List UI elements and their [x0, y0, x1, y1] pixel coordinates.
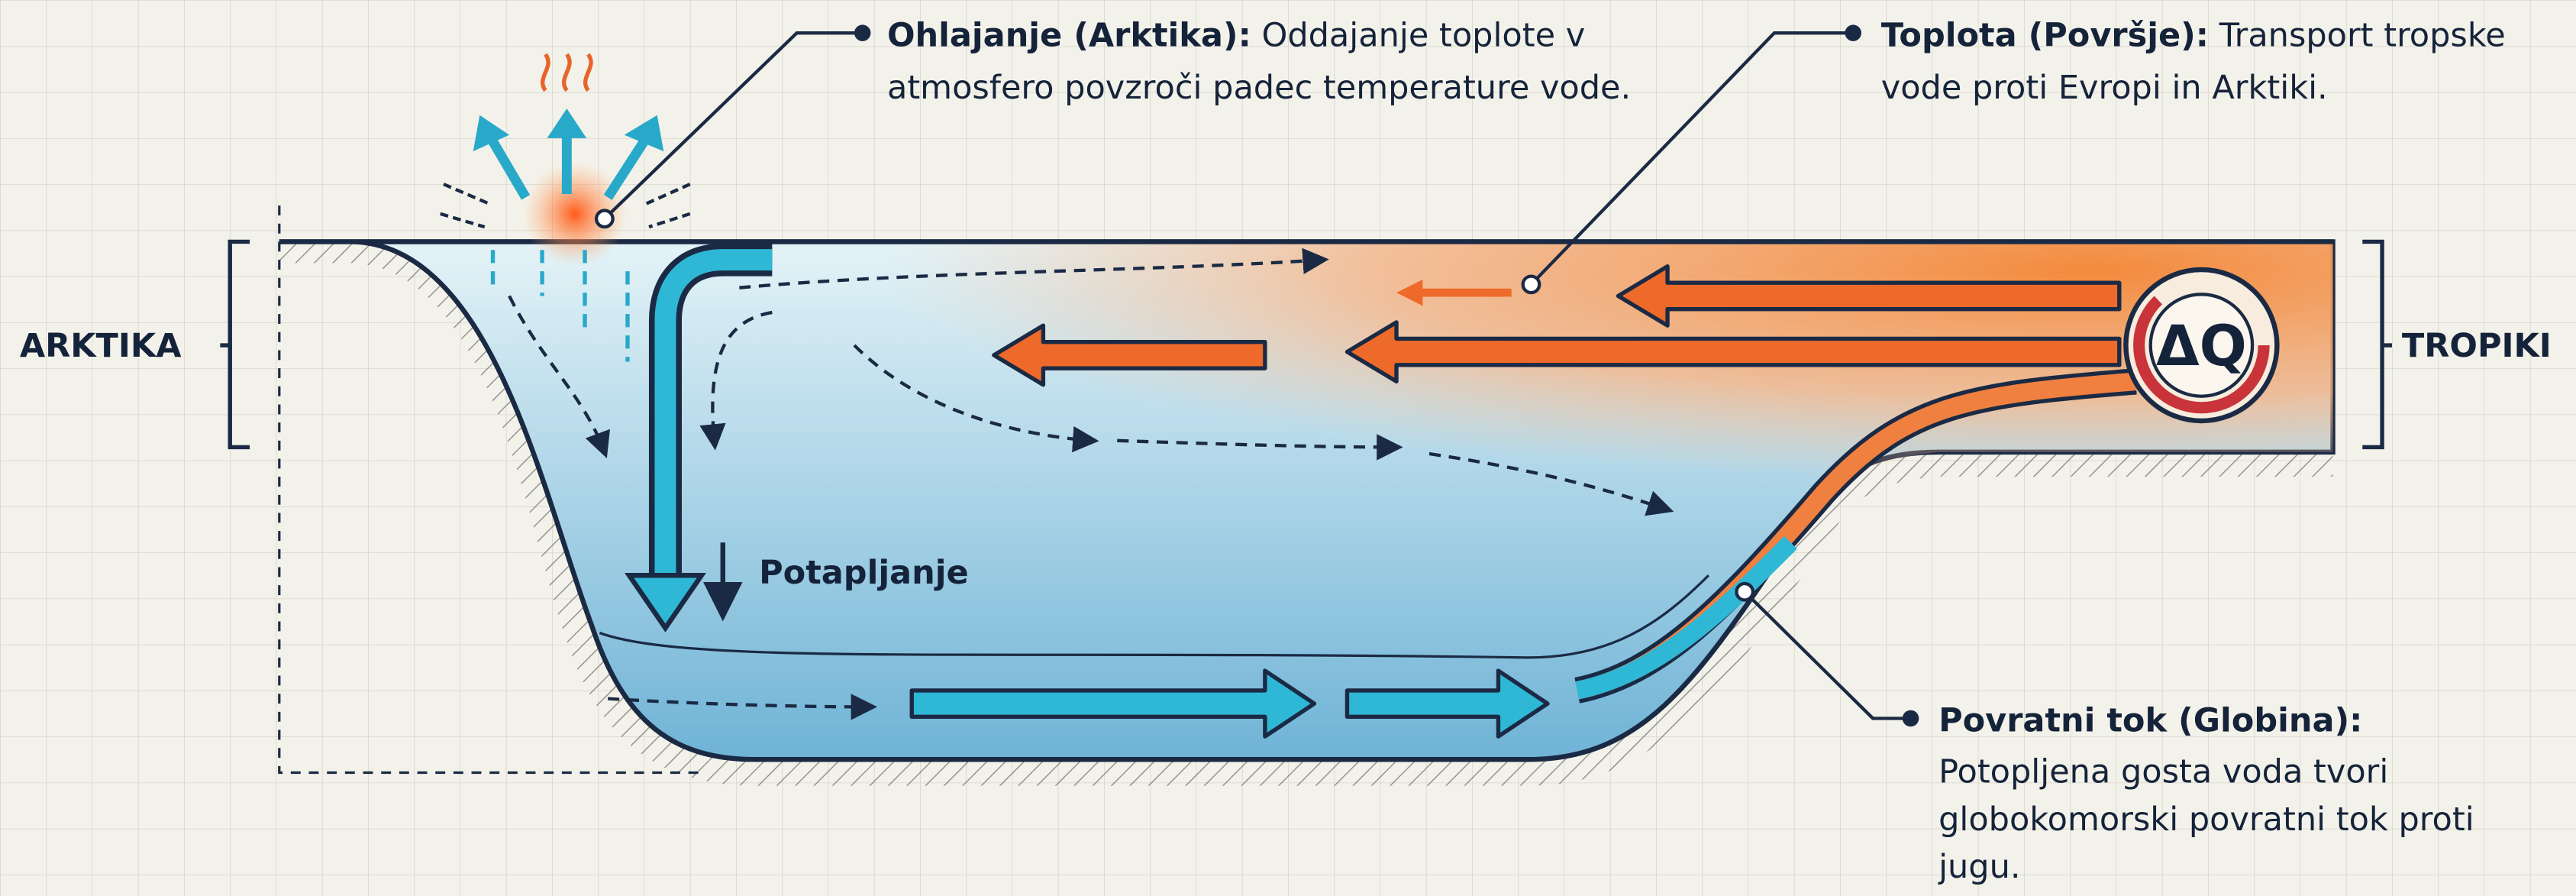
diagram: ΔQ Ohlajanje (Arktika): Oddajanje toplot…: [0, 0, 2576, 896]
callout-line: Potopljena gosta voda tvori: [1938, 752, 2388, 791]
callout-line: jugu.: [1938, 848, 2020, 886]
callout-line: vode proti Evropi in Arktiki.: [1881, 69, 2328, 107]
callout-title: Ohlajanje (Arktika):: [887, 16, 1251, 54]
badge-label: ΔQ: [2156, 314, 2247, 379]
callout-title: Toplota (Površje):: [1881, 16, 2209, 54]
page: ΔQ Ohlajanje (Arktika): Oddajanje toplot…: [0, 0, 2576, 896]
region-right: TROPIKI: [2402, 327, 2552, 365]
region-left: ARKTIKA: [20, 327, 182, 365]
callout-cooling: Ohlajanje (Arktika): Oddajanje toplote v: [887, 16, 1585, 54]
callout-line: Transport tropske: [2219, 16, 2506, 54]
sinking-label: Potapljanje: [759, 554, 969, 592]
callout-line: Oddajanje toplote v: [1261, 16, 1585, 54]
callout-title: Povratni tok (Globina):: [1938, 702, 2362, 740]
callout-line: globokomorski povratni tok proti: [1938, 801, 2474, 839]
callout-heat: Toplota (Površje): Transport tropske: [1881, 16, 2506, 54]
callout-line: atmosfero povzroči padec temperature vod…: [887, 69, 1631, 107]
